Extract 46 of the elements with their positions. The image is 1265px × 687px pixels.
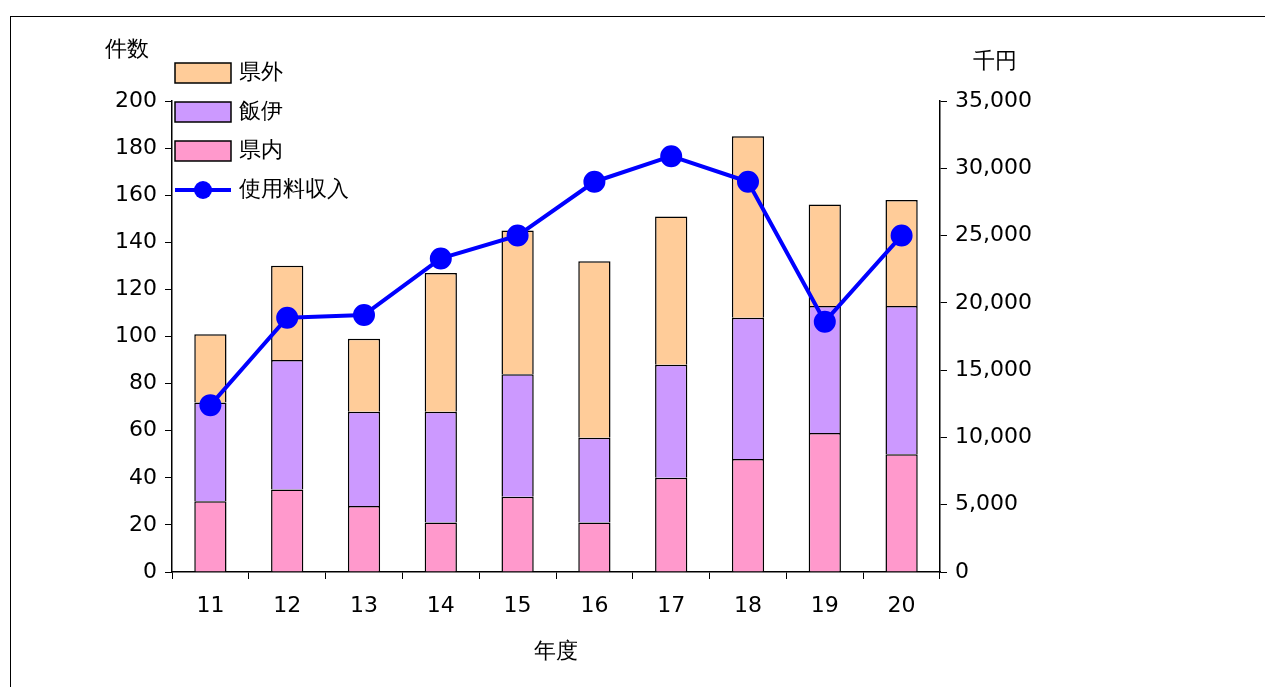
y-axis-title: 件数 [105,35,149,61]
y-tick-label: 120 [115,275,157,301]
legend-label: 県内 [239,136,283,162]
point [813,310,836,333]
y-tick-label: 180 [115,133,157,159]
y2-tick-label: 15,000 [955,355,1032,381]
point [353,303,375,326]
y2-tick-label: 30,000 [955,154,1032,179]
point [506,224,529,247]
y-tick-label: 40 [129,463,157,489]
x-tick-label: 16 [580,591,609,617]
point [583,170,606,193]
y2-tick-label: 5,000 [955,490,1018,516]
x-tick-label: 13 [350,591,378,617]
y2-tick-label: 10,000 [955,423,1032,449]
x-tick-label: 15 [503,591,532,617]
x-tick-label: 20 [887,591,916,617]
x-tick-label: 17 [657,591,686,617]
y-tick-label: 60 [129,416,157,442]
y-tick-label: 0 [143,557,157,583]
y2-tick-label: 35,000 [955,86,1032,112]
y-tick-label: 100 [115,322,157,348]
legend-label: 使用料収入 [239,175,349,201]
point [199,394,222,417]
x-tick-label: 11 [196,591,225,617]
legend-label: 飯伊 [239,97,283,123]
y2-tick-label: 20,000 [955,288,1032,314]
x-axis-title: 年度 [534,637,578,663]
point [890,224,913,247]
y-tick-label: 80 [129,369,157,395]
y-tick-label: 20 [129,510,157,536]
y2-tick-label: 25,000 [955,221,1032,247]
x-tick-label: 14 [426,591,455,617]
point [660,145,683,168]
x-tick-label: 12 [273,591,302,617]
y-tick-label: 160 [115,180,157,206]
y2-tick-label: 0 [955,557,969,583]
y-tick-label: 200 [115,86,157,112]
y-tick-label: 140 [115,228,157,254]
point [429,247,452,270]
point [276,306,299,329]
y2-axis-title: 千円 [973,47,1017,73]
x-tick-label: 19 [810,591,839,617]
point [737,170,759,193]
legend-label: 県外 [239,58,283,84]
x-tick-label: 18 [734,591,762,617]
